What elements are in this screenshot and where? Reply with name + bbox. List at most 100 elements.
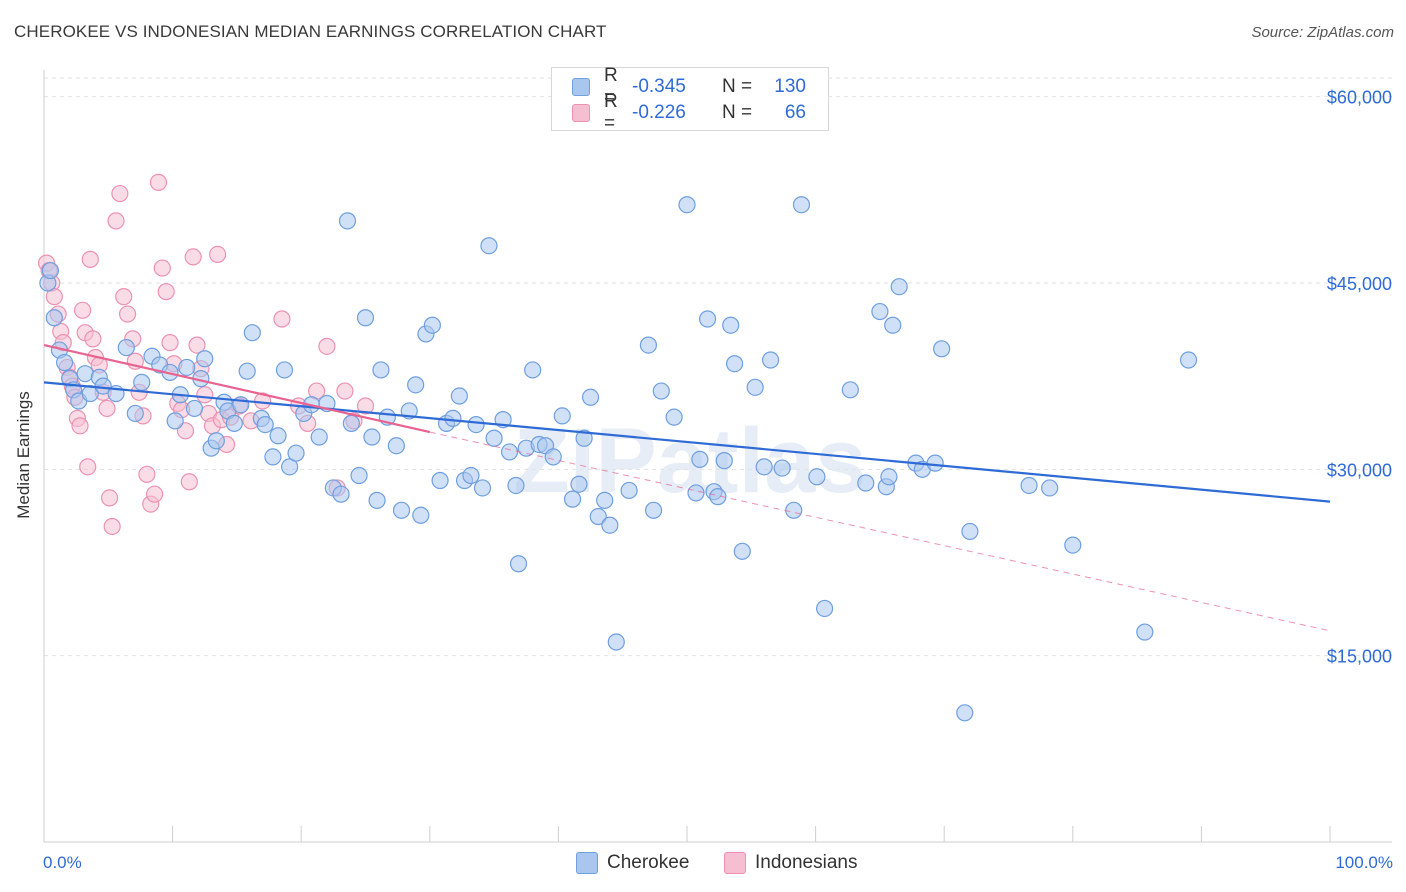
cherokee-point bbox=[356, 309, 375, 327]
cherokee-point bbox=[363, 428, 381, 446]
cherokee-point bbox=[368, 491, 386, 509]
cherokee-point bbox=[41, 261, 60, 280]
cherokee-point bbox=[467, 416, 485, 434]
r-value: -0.226 bbox=[632, 102, 686, 123]
cherokee-point bbox=[761, 351, 780, 369]
cherokee-point bbox=[407, 376, 425, 394]
cherokee-point bbox=[500, 443, 519, 461]
y-tick-label: $45,000 bbox=[1327, 274, 1392, 294]
r-label: R = bbox=[604, 65, 618, 108]
cherokee-point bbox=[507, 476, 525, 495]
indonesians-swatch bbox=[572, 104, 590, 122]
stats-legend: R = -0.345 N = 130 R = -0.226 N = 66 bbox=[551, 65, 829, 134]
trend-lines bbox=[43, 344, 1331, 632]
x-tick-min: 0.0% bbox=[43, 853, 82, 872]
cherokee-point bbox=[1179, 351, 1198, 369]
indonesians-trend-line bbox=[43, 344, 431, 434]
cherokee-point bbox=[785, 501, 803, 519]
cherokee-point bbox=[412, 506, 430, 524]
indonesians-point bbox=[180, 473, 198, 491]
indonesians-point bbox=[336, 382, 354, 400]
indonesians-point bbox=[149, 173, 168, 191]
cherokee-point bbox=[575, 429, 593, 447]
indonesians-point bbox=[209, 245, 227, 264]
cherokee-point bbox=[589, 507, 607, 526]
indonesians-point bbox=[273, 310, 291, 328]
indonesians-point bbox=[100, 489, 119, 507]
cherokee-point bbox=[733, 542, 751, 560]
source-label: Source: ZipAtlas.com bbox=[1251, 24, 1394, 41]
cherokee-point bbox=[178, 358, 196, 377]
cherokee-point bbox=[166, 412, 184, 430]
cherokee-point bbox=[553, 407, 571, 425]
cherokee-point bbox=[890, 278, 908, 296]
cherokee-point bbox=[444, 409, 462, 427]
cherokee-swatch bbox=[576, 852, 598, 874]
cherokee-point bbox=[725, 355, 744, 373]
legend-label-indonesians: Indonesians bbox=[755, 852, 858, 873]
cherokee-point bbox=[509, 555, 528, 573]
cherokee-point bbox=[857, 474, 875, 492]
cherokee-point bbox=[473, 479, 492, 497]
y-tick-labels: $15,000 $30,000 $45,000 $60,000 bbox=[1327, 88, 1392, 667]
cherokee-point bbox=[570, 475, 588, 493]
cherokee-point bbox=[698, 310, 717, 328]
cherokee-point bbox=[665, 408, 683, 426]
n-value: 66 bbox=[784, 102, 806, 123]
cherokee-point bbox=[387, 437, 405, 455]
cherokee-point bbox=[524, 361, 542, 379]
cherokee-point bbox=[225, 414, 243, 432]
y-tick-label: $60,000 bbox=[1327, 88, 1392, 108]
cherokee-point bbox=[792, 196, 811, 214]
legend-item-indonesians[interactable]: Indonesians bbox=[724, 852, 857, 874]
x-tick-max: 100.0% bbox=[1335, 853, 1393, 872]
cherokee-point bbox=[691, 450, 709, 468]
cherokee-point bbox=[485, 429, 503, 447]
cherokee-point bbox=[871, 302, 889, 321]
indonesians-point bbox=[81, 250, 99, 268]
cherokee-point bbox=[687, 484, 705, 502]
cherokee-swatch bbox=[572, 78, 590, 96]
cherokee-point bbox=[117, 338, 135, 357]
r-value: -0.345 bbox=[632, 76, 686, 97]
legend-row-indonesians: R = -0.226 N = 66 bbox=[572, 91, 806, 134]
cherokee-point bbox=[431, 471, 449, 490]
r-label: R = bbox=[604, 91, 618, 134]
cherokee-point bbox=[1041, 479, 1059, 497]
cherokee-point bbox=[480, 237, 498, 255]
cherokee-point bbox=[55, 353, 74, 372]
indonesians-point bbox=[157, 283, 175, 301]
cherokee-point bbox=[639, 336, 658, 354]
cherokee-point bbox=[269, 427, 287, 445]
cherokee-point bbox=[372, 361, 390, 379]
cherokee-point bbox=[563, 490, 582, 508]
cherokee-point bbox=[264, 448, 282, 466]
cherokee-point bbox=[715, 452, 733, 470]
cherokee-point bbox=[332, 485, 350, 503]
cherokee-point bbox=[841, 381, 859, 399]
cherokee-point bbox=[275, 361, 294, 379]
legend-row-cherokee: R = -0.345 N = 130 bbox=[572, 65, 806, 108]
indonesians-point bbox=[176, 422, 195, 440]
indonesians-point bbox=[145, 485, 164, 503]
cherokee-point bbox=[126, 404, 144, 423]
indonesians-point bbox=[188, 336, 206, 354]
cherokee-point bbox=[462, 466, 480, 485]
cherokee-point bbox=[607, 633, 625, 651]
cherokee-point bbox=[310, 428, 328, 446]
cherokee-point bbox=[880, 468, 898, 486]
cherokee-point bbox=[207, 432, 225, 450]
cherokee-point bbox=[544, 448, 562, 466]
cherokee-point bbox=[76, 365, 94, 383]
indonesians-swatch bbox=[724, 852, 746, 874]
cherokee-trend-line bbox=[43, 381, 1331, 503]
cherokee-point bbox=[1136, 623, 1154, 641]
cherokee-point bbox=[338, 212, 357, 230]
legend-item-cherokee[interactable]: Cherokee bbox=[576, 852, 689, 874]
y-tick-label: $30,000 bbox=[1327, 460, 1392, 480]
cherokee-point bbox=[596, 491, 614, 509]
n-value: 130 bbox=[774, 76, 806, 97]
indonesians-point bbox=[196, 386, 214, 404]
indonesians-point bbox=[84, 330, 102, 348]
